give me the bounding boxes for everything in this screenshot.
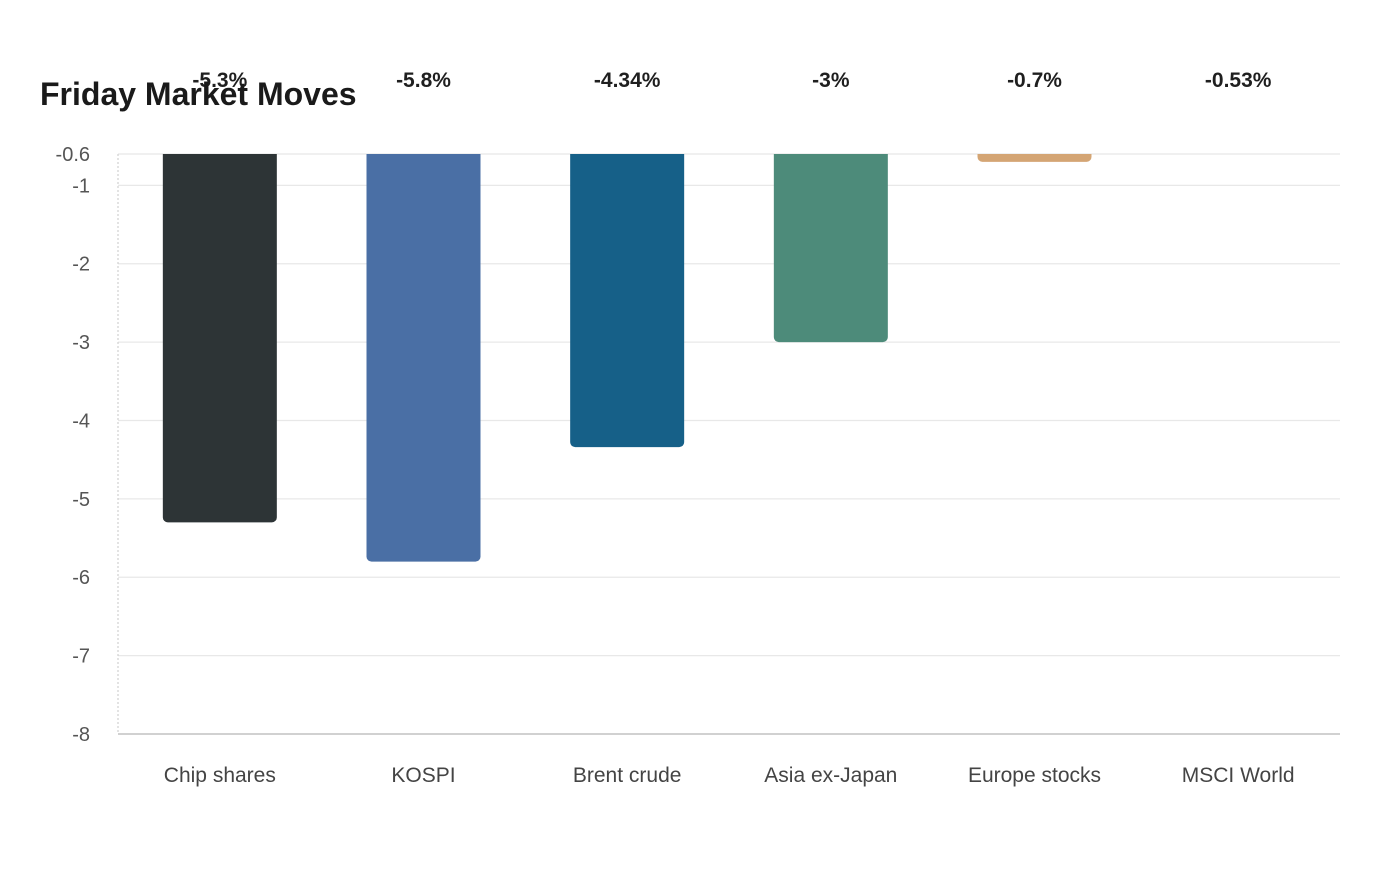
x-tick-label: Europe stocks (968, 764, 1101, 787)
x-tick-label: MSCI World (1182, 764, 1295, 787)
y-tick-label: -3 (72, 332, 90, 354)
data-label: -5.3% (192, 69, 247, 92)
data-label: -0.7% (1007, 69, 1062, 92)
data-label: -3% (812, 69, 850, 92)
y-tick-label: -0.6 (56, 144, 90, 166)
x-tick-label: Brent crude (573, 764, 682, 787)
data-label: -0.53% (1205, 69, 1272, 92)
x-tick-label: Chip shares (164, 764, 276, 787)
y-tick-label: -4 (72, 410, 90, 432)
y-tick-label: -5 (72, 489, 90, 511)
x-tick-label: KOSPI (391, 764, 455, 787)
labels: -0.6 -1 -2 -3 -4 -5 -6 -7 -8 Chip shares -5.3% KOSP… (56, 69, 1295, 787)
y-tick-label: -7 (72, 646, 90, 668)
bars (162, 154, 1092, 562)
axes (117, 154, 1340, 735)
gridlines (118, 153, 1340, 735)
bar-4 (977, 154, 1092, 162)
y-tick-label: -1 (72, 175, 90, 197)
data-label: -5.8% (396, 69, 451, 92)
y-tick-label: -6 (72, 567, 90, 589)
y-tick-label: -2 (72, 254, 90, 276)
bar-1 (366, 154, 481, 562)
x-tick-label: Asia ex-Japan (764, 764, 897, 787)
chart-title: Friday Market Moves (40, 76, 357, 112)
bar-2 (570, 154, 685, 448)
data-label: -4.34% (594, 69, 661, 92)
bar-0 (162, 154, 277, 523)
y-tick-label: -8 (72, 724, 90, 746)
bar-3 (773, 154, 888, 343)
